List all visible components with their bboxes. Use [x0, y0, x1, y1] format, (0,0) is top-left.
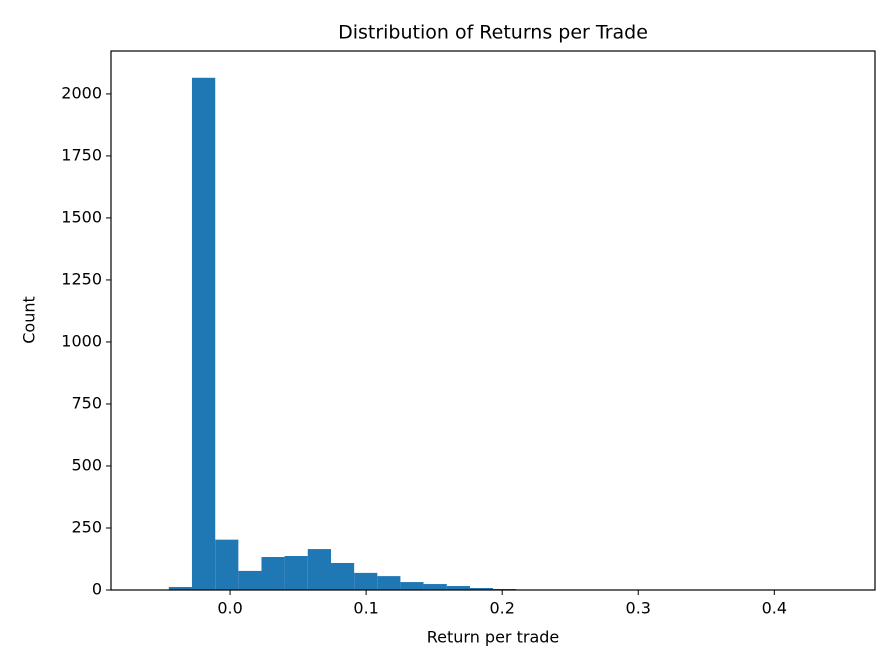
- x-tick-label: 0.3: [626, 599, 651, 618]
- bar: [469, 588, 494, 590]
- y-tick-label: 1250: [61, 269, 102, 288]
- bar: [354, 572, 378, 590]
- y-tick-label: 1000: [61, 331, 102, 350]
- bar: [446, 586, 470, 590]
- y-tick-label: 1750: [61, 145, 102, 164]
- bar: [168, 587, 192, 590]
- bar: [261, 557, 285, 590]
- bar: [331, 562, 355, 590]
- y-tick-label: 2000: [61, 83, 102, 102]
- plot-frame: [110, 50, 876, 591]
- x-tick-label: 0.0: [217, 599, 242, 618]
- y-tick-label: 500: [71, 455, 102, 474]
- bar: [377, 576, 401, 590]
- x-tick-label: 0.1: [353, 599, 378, 618]
- y-tick-label: 1500: [61, 207, 102, 226]
- x-tick-label: 0.2: [489, 599, 514, 618]
- bar: [191, 77, 216, 591]
- x-axis-label: Return per trade: [427, 628, 560, 647]
- bar: [238, 570, 262, 590]
- x-tick-label: 0.4: [762, 599, 787, 618]
- y-axis-label: Count: [20, 296, 39, 344]
- y-tick-label: 750: [71, 393, 102, 412]
- bar: [307, 549, 332, 590]
- y-tick-label: 0: [92, 580, 102, 599]
- bar: [423, 584, 447, 590]
- bar: [215, 539, 239, 590]
- y-tick-label: 250: [71, 517, 102, 536]
- chart-title: Distribution of Returns per Trade: [338, 22, 648, 44]
- bar: [400, 582, 424, 590]
- bar: [284, 556, 308, 590]
